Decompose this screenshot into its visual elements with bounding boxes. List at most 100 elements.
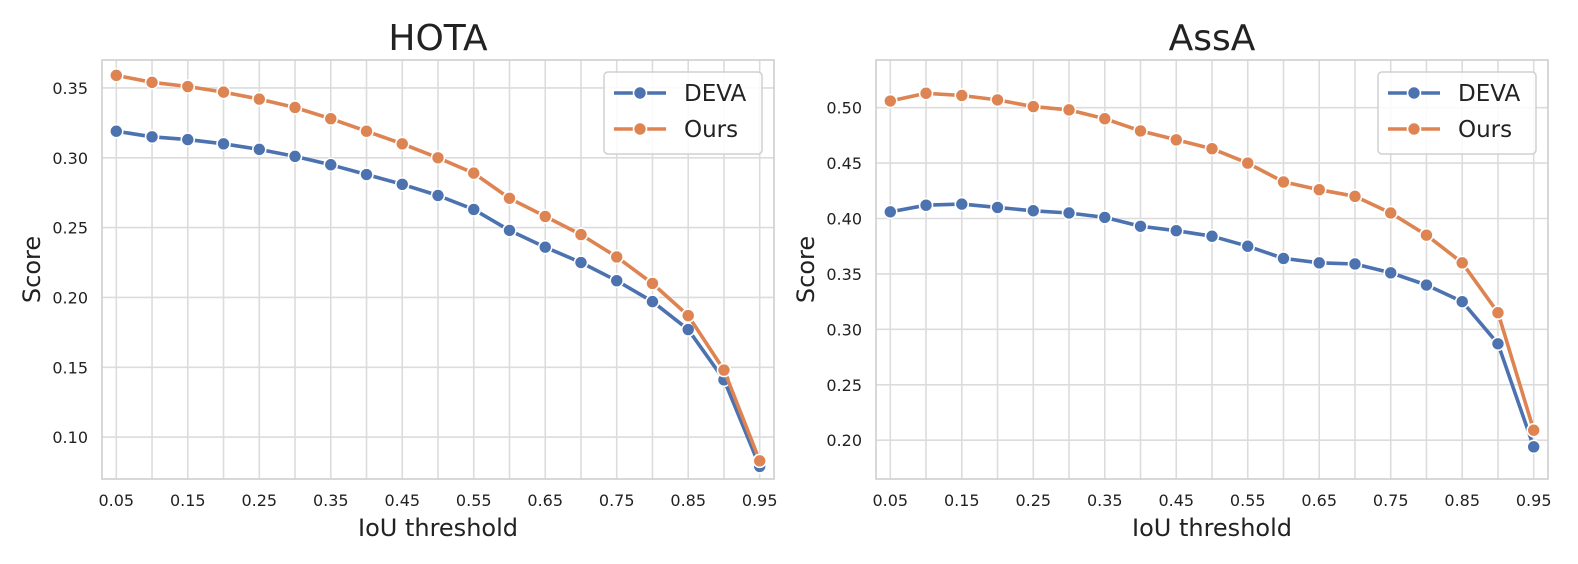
x-tick-label: 0.05 [872,491,908,510]
data-point-ours [144,75,160,90]
data-point-deva [609,273,625,288]
data-point-ours [251,91,267,107]
data-point-deva [537,239,553,255]
data-point-deva [216,136,231,152]
x-tick-label: 0.65 [527,491,563,510]
x-tick-label: 0.25 [241,491,277,510]
y-tick-label: 0.30 [826,320,862,339]
x-tick-label: 0.05 [98,491,134,510]
data-point-deva [1526,439,1542,455]
data-point-ours [918,85,934,101]
y-tick-label: 0.10 [52,428,88,447]
x-tick-label: 0.25 [1015,491,1051,510]
data-point-ours [180,79,196,94]
data-point-ours [1168,132,1184,148]
x-tick-label: 0.85 [1444,491,1480,510]
x-tick-label: 0.75 [599,491,635,510]
data-point-ours [1025,99,1041,114]
data-point-deva [1347,256,1363,272]
data-point-deva [882,204,898,220]
data-point-deva [502,223,517,238]
y-tick-label: 0.25 [826,376,862,395]
data-point-ours [680,308,696,323]
y-tick-label: 0.35 [826,265,862,284]
x-tick-label: 0.15 [170,491,206,510]
data-point-deva [1454,294,1470,309]
x-tick-label: 0.85 [670,491,706,510]
x-tick-label: 0.55 [1230,491,1266,510]
data-point-deva [1383,265,1399,281]
x-axis-label: IoU threshold [1132,514,1292,542]
data-point-ours [752,453,768,469]
y-tick-label: 0.35 [52,79,88,98]
data-point-ours [1383,205,1399,221]
series-ours [108,68,768,469]
data-point-deva [180,132,196,147]
data-point-ours [323,111,339,126]
data-point-deva [1061,205,1077,221]
data-point-ours [1454,255,1470,271]
data-point-ours [882,93,898,109]
y-tick-label: 0.20 [52,288,88,307]
data-point-deva [990,200,1005,215]
y-axis-label: Score [18,236,46,303]
data-point-deva [680,322,696,337]
y-tick-label: 0.15 [52,358,88,377]
data-point-deva [323,157,339,173]
data-point-ours [1347,189,1363,204]
data-point-ours [359,123,374,139]
data-point-ours [466,165,482,181]
data-point-deva [394,177,410,192]
x-tick-label: 0.15 [944,491,980,510]
x-axis-label: IoU threshold [358,514,518,542]
data-point-deva [144,129,160,145]
series-ours [882,85,1542,438]
data-point-ours [645,276,660,291]
legend-label: DEVA [1458,81,1521,107]
data-point-deva [251,142,267,157]
data-point-deva [108,123,124,139]
data-point-ours [394,136,410,152]
plot-frame [875,59,1549,480]
data-point-deva [954,196,970,212]
chart-panel-assa: 0.20 0.25 0.30 0.35 0.40 0.45 0.50 0.05 0.15 0.25… [792,18,1552,542]
legend: DEVA Ours [1377,71,1537,155]
data-point-deva [1490,336,1506,352]
legend-swatch-marker [1406,85,1422,101]
x-tick-label: 0.45 [1158,491,1194,510]
data-point-ours [108,68,124,83]
data-point-ours [716,362,732,378]
data-point-ours [537,209,553,224]
legend-label: Ours [684,117,738,143]
data-point-ours [1311,182,1327,197]
data-point-ours [216,84,231,100]
series-deva [108,123,768,474]
data-point-deva [645,294,660,309]
y-tick-label: 0.45 [826,154,862,173]
data-point-ours [1490,305,1506,321]
data-point-deva [918,197,934,213]
x-tick-label: 0.65 [1301,491,1337,510]
x-tick-label: 0.35 [1087,491,1123,510]
data-point-ours [1419,227,1434,243]
legend-swatch-marker [632,121,648,137]
chart-panel-hota: 0.10 0.15 0.20 0.25 0.30 0.35 0.05 0.15 0.25 0.35… [18,18,778,542]
y-axis-label: Score [792,236,820,303]
chart-title: AssA [1169,18,1256,59]
data-point-ours [1204,141,1220,156]
x-tick-label: 0.55 [456,491,492,510]
series-deva [882,196,1542,455]
data-point-ours [1061,102,1077,118]
y-tick-label: 0.25 [52,219,88,238]
legend-label: Ours [1458,117,1512,143]
data-point-deva [1168,223,1184,239]
data-point-ours [990,92,1005,108]
data-point-ours [573,227,589,242]
data-point-ours [1526,422,1542,438]
legend-label: DEVA [684,81,747,107]
x-tick-label: 0.45 [384,491,420,510]
data-point-deva [1133,218,1148,234]
plot-frame [101,59,775,480]
data-point-deva [573,255,589,270]
data-point-deva [466,202,482,217]
